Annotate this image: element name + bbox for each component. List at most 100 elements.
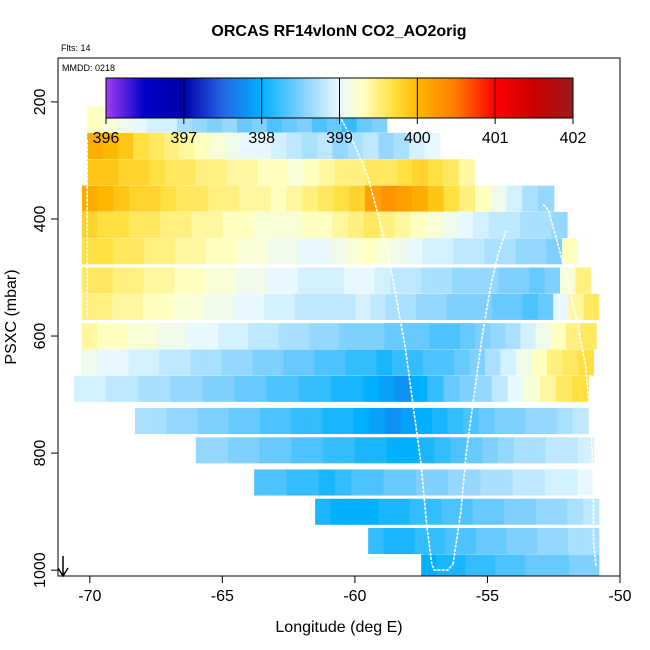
heatmap-cell — [266, 375, 284, 402]
heatmap-cell — [303, 159, 320, 186]
heatmap-cell — [174, 267, 191, 294]
heatmap-cell — [431, 293, 448, 320]
heatmap-cell — [446, 293, 463, 320]
colorbar-tick-label: 396 — [93, 130, 120, 147]
heatmap-cell — [376, 349, 393, 376]
heatmap-cell — [159, 238, 176, 265]
heatmap-cell — [249, 293, 265, 320]
heatmap-cell — [475, 323, 491, 350]
heatmap-cell — [396, 185, 413, 212]
heatmap-cell — [233, 293, 250, 320]
heatmap-cell — [522, 185, 539, 212]
colorbar-tick-label: 402 — [560, 130, 587, 147]
heatmap-cell — [421, 554, 437, 576]
heatmap-cell — [236, 349, 254, 376]
heatmap-cell — [572, 375, 589, 402]
heatmap-cell — [460, 323, 476, 350]
heatmap-cell — [345, 238, 362, 265]
heatmap-cell — [160, 211, 177, 238]
heatmap-cell — [298, 238, 315, 265]
heatmap-cell — [524, 554, 541, 576]
down-arrow-icon — [57, 556, 69, 578]
heatmap-cell — [340, 293, 357, 320]
heatmap-cell — [309, 293, 326, 320]
heatmap-cell — [259, 437, 276, 464]
heatmap-cell — [359, 267, 376, 294]
heatmap-cell — [298, 349, 316, 376]
heatmap-cell — [97, 211, 114, 238]
heatmap-cell — [154, 375, 171, 402]
heatmap-cell — [495, 554, 511, 576]
heatmap-cell — [112, 293, 129, 320]
heatmap-cell — [190, 349, 207, 376]
heatmap-cell — [112, 349, 129, 376]
y-tick-label: 800 — [32, 440, 49, 467]
date-annotation: MMDD: 0218 — [62, 63, 115, 73]
heatmap-cell — [412, 159, 429, 186]
heatmap-cell — [464, 469, 481, 496]
heatmap-cell — [191, 211, 208, 238]
heatmap-cell — [399, 469, 417, 496]
heatmap-cell — [537, 528, 554, 555]
heatmap-cell — [450, 554, 467, 576]
heatmap-cell — [544, 267, 561, 294]
heatmap-cell — [488, 498, 505, 525]
heatmap-cell — [133, 159, 150, 186]
heatmap-cell — [269, 211, 286, 238]
heatmap-cell — [496, 469, 514, 496]
heatmap-cell — [475, 185, 492, 212]
heatmap-cell — [414, 528, 431, 555]
heatmap-cell — [450, 437, 467, 464]
heatmap-cell — [577, 469, 595, 496]
heatmap-cell — [112, 323, 128, 350]
x-tick-label: -65 — [211, 588, 234, 605]
heatmap-cell — [469, 238, 486, 265]
heatmap-cell — [176, 185, 193, 212]
heatmap-cell — [207, 211, 224, 238]
heatmap-cell — [583, 293, 600, 320]
heatmap-cell — [421, 267, 438, 294]
heatmap-cell — [381, 159, 398, 186]
heatmap-cell — [239, 185, 256, 212]
heatmap-cell — [175, 211, 193, 238]
heatmap-cell — [414, 323, 431, 350]
heatmap-cell — [223, 185, 240, 212]
heatmap-cell — [546, 349, 564, 376]
y-tick-label: 1000 — [32, 552, 49, 588]
heatmap-cell — [554, 554, 570, 576]
heatmap-cell — [384, 323, 401, 350]
heatmap-cell — [166, 408, 183, 435]
heatmap-cell — [429, 528, 446, 555]
heatmap-cell — [424, 132, 441, 159]
heatmap-cell — [283, 238, 300, 265]
heatmap-cell — [323, 323, 340, 350]
heatmap-cell — [472, 498, 490, 525]
heatmap-cell — [550, 323, 567, 350]
heatmap-cell — [275, 408, 292, 435]
heatmap-cell — [507, 375, 525, 402]
heatmap-cell — [288, 159, 305, 186]
heatmap-cell — [360, 349, 378, 376]
heatmap-cell — [211, 159, 228, 186]
heatmap-cell — [329, 238, 346, 265]
heatmap-cell — [272, 159, 290, 186]
heatmap-cell — [278, 323, 295, 350]
heatmap-cell — [444, 323, 461, 350]
heatmap-cell — [291, 408, 308, 435]
heatmap-cell — [521, 528, 538, 555]
heatmap-cell — [244, 408, 261, 435]
heatmap-cell — [398, 528, 415, 555]
heatmap-cell — [427, 159, 444, 186]
heatmap-cell — [334, 469, 352, 496]
heatmap-cell — [384, 408, 402, 435]
heatmap-cell — [484, 349, 502, 376]
heatmap-cell — [434, 437, 451, 464]
heatmap-cell — [87, 106, 103, 133]
flights-annotation: Flts: 14 — [61, 43, 91, 53]
heatmap-cell — [225, 132, 242, 159]
heatmap-cell — [441, 498, 458, 525]
heatmap-cell — [504, 498, 521, 525]
heatmap-cell — [422, 349, 440, 376]
heatmap-cell — [469, 349, 486, 376]
